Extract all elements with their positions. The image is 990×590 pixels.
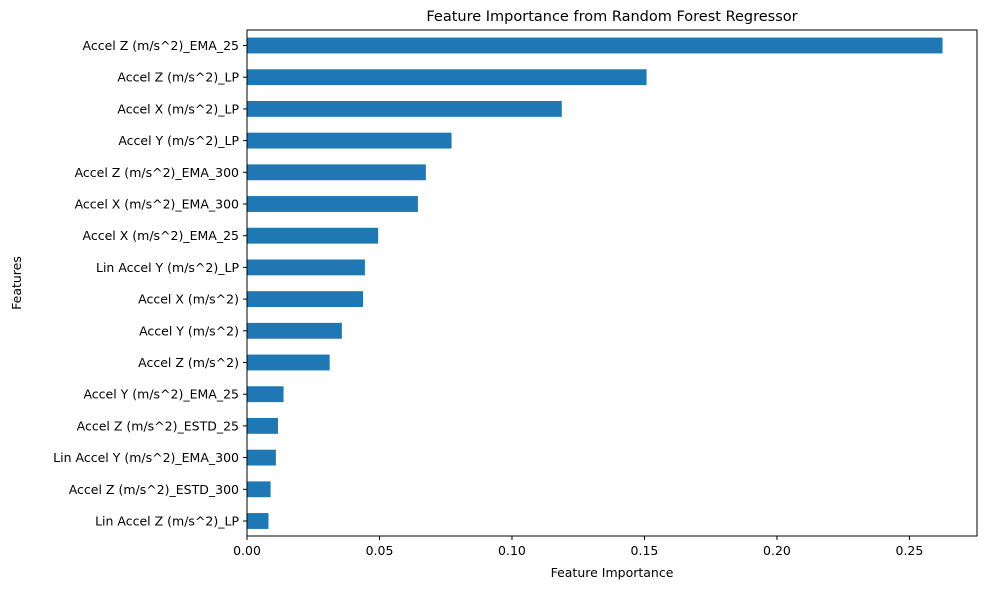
y-tick-label: Accel X (m/s^2) <box>138 292 239 307</box>
y-axis-ticks: Accel Z (m/s^2)_EMA_25 Accel Z (m/s^2)_LP… <box>53 38 247 529</box>
y-tick-label: Accel Z (m/s^2)_ESTD_25 <box>77 418 239 433</box>
bar <box>247 417 279 434</box>
y-tick-label: Accel Z (m/s^2)_EMA_25 <box>83 38 239 53</box>
bar <box>247 513 269 529</box>
bar <box>247 449 276 466</box>
x-tick-label: 0.25 <box>896 543 924 558</box>
bar <box>247 259 365 276</box>
x-tick-label: 0.00 <box>233 543 261 558</box>
y-tick-label: Accel Y (m/s^2)_LP <box>118 133 239 148</box>
bars-group <box>247 37 943 529</box>
y-tick-label: Accel Z (m/s^2)_EMA_300 <box>75 165 239 180</box>
bar <box>247 386 284 403</box>
bar <box>247 196 418 212</box>
bar <box>247 227 379 244</box>
x-tick-label: 0.05 <box>366 543 394 558</box>
plot-frame <box>246 29 978 537</box>
y-tick-label: Lin Accel Z (m/s^2)_LP <box>95 514 239 529</box>
y-tick-label: Accel Y (m/s^2)_EMA_25 <box>83 387 239 402</box>
y-tick-label: Accel Z (m/s^2)_LP <box>117 70 239 85</box>
y-tick-label: Accel X (m/s^2)_EMA_25 <box>83 228 239 243</box>
y-tick-label: Accel X (m/s^2)_EMA_300 <box>75 197 239 212</box>
x-axis-label: Feature Importance <box>551 565 674 580</box>
y-tick-label: Accel Z (m/s^2)_ESTD_300 <box>69 482 239 497</box>
x-tick-label: 0.10 <box>498 543 526 558</box>
y-tick-label: Lin Accel Y (m/s^2)_EMA_300 <box>53 450 239 465</box>
y-tick-label: Accel Z (m/s^2) <box>138 355 239 370</box>
y-axis-label: Features <box>9 256 24 310</box>
bar <box>247 354 330 371</box>
bar <box>247 322 342 339</box>
bar <box>247 69 647 86</box>
bar <box>247 100 562 117</box>
y-tick-label: Accel Y (m/s^2) <box>139 323 239 338</box>
x-tick-label: 0.15 <box>631 543 659 558</box>
bar <box>247 37 943 54</box>
x-tick-label: 0.20 <box>763 543 791 558</box>
y-tick-label: Lin Accel Y (m/s^2)_LP <box>96 260 239 275</box>
bar <box>247 132 452 149</box>
bar <box>247 291 364 308</box>
bar <box>247 481 271 498</box>
x-axis-ticks: 0.00 0.05 0.10 0.15 0.20 0.25 <box>233 536 923 558</box>
chart-title: Feature Importance from Random Forest Re… <box>426 9 797 25</box>
bar <box>247 164 426 181</box>
y-tick-label: Accel X (m/s^2)_LP <box>117 101 239 116</box>
